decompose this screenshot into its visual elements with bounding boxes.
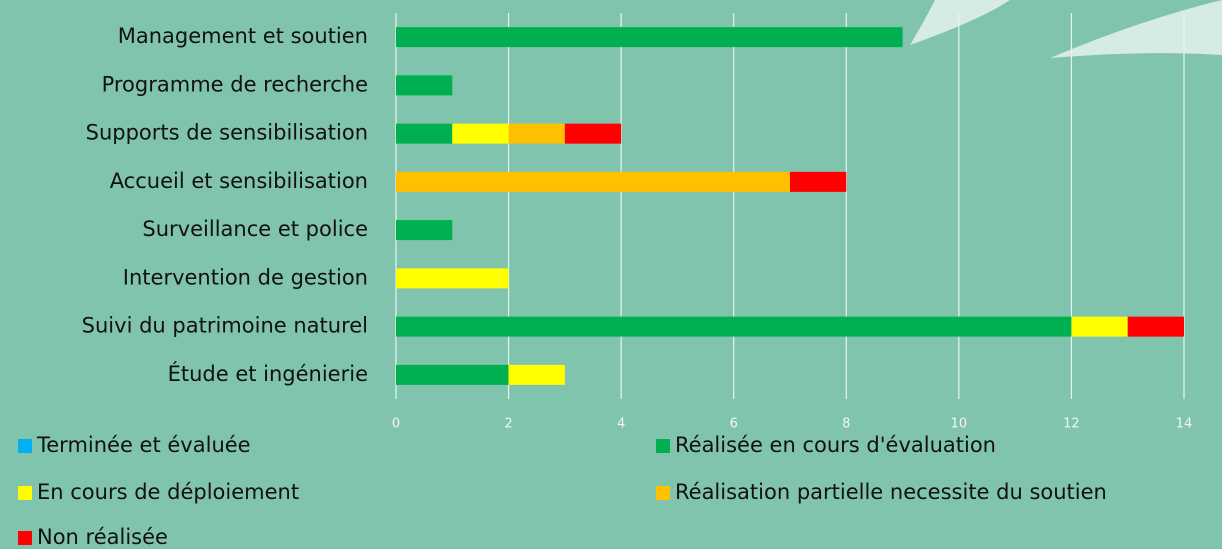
legend-label: Terminée et évaluée	[36, 433, 251, 457]
y-tick-label: Accueil et sensibilisation	[110, 169, 368, 193]
bar-segment	[396, 220, 452, 240]
bar-segment	[396, 27, 903, 47]
y-tick-label: Programme de recherche	[102, 72, 368, 96]
legend-label: Réalisée en cours d'évaluation	[675, 433, 996, 457]
y-tick-label: Étude et ingénierie	[168, 361, 368, 386]
x-tick-label: 6	[730, 417, 738, 432]
x-tick-label: 12	[1063, 417, 1080, 432]
x-tick-label: 2	[504, 417, 512, 432]
bar-segment	[509, 124, 565, 144]
bar-segment	[1071, 317, 1127, 337]
chart: 0 2 4 6 8 10 12 14 Management et soutien Programm…	[0, 0, 1222, 549]
bar-segment	[396, 124, 452, 144]
legend-swatch	[656, 439, 670, 453]
bar-segment	[396, 317, 1071, 337]
legend-swatch	[18, 531, 32, 545]
decoration	[910, 0, 1010, 45]
bar-segment	[565, 124, 621, 144]
y-tick-label: Supports de sensibilisation	[86, 121, 368, 145]
bar-segment	[1128, 317, 1184, 337]
bar-segment	[452, 124, 508, 144]
x-tick-label: 8	[842, 417, 850, 432]
y-tick-label: Surveillance et police	[142, 217, 368, 241]
bar-segment	[790, 172, 846, 192]
bar-segment	[396, 268, 509, 288]
decoration	[1050, 0, 1222, 58]
legend-label: Non réalisée	[37, 525, 168, 549]
bar-segment	[396, 365, 509, 385]
bar-segment	[509, 365, 565, 385]
bar-segment	[396, 75, 452, 95]
y-tick-label: Intervention de gestion	[123, 265, 368, 289]
x-tick-label: 14	[1176, 417, 1193, 432]
legend-label: Réalisation partielle necessite du souti…	[675, 480, 1107, 504]
legend-swatch	[18, 486, 32, 500]
x-tick-label: 10	[951, 417, 968, 432]
bar-segment	[396, 172, 790, 192]
y-tick-label: Management et soutien	[118, 24, 368, 48]
x-tick-label: 0	[392, 417, 400, 432]
y-tick-label: Suivi du patrimoine naturel	[82, 314, 368, 338]
legend-label: En cours de déploiement	[37, 480, 299, 504]
legend-swatch	[18, 439, 32, 453]
x-tick-label: 4	[617, 417, 625, 432]
legend-swatch	[656, 486, 670, 500]
